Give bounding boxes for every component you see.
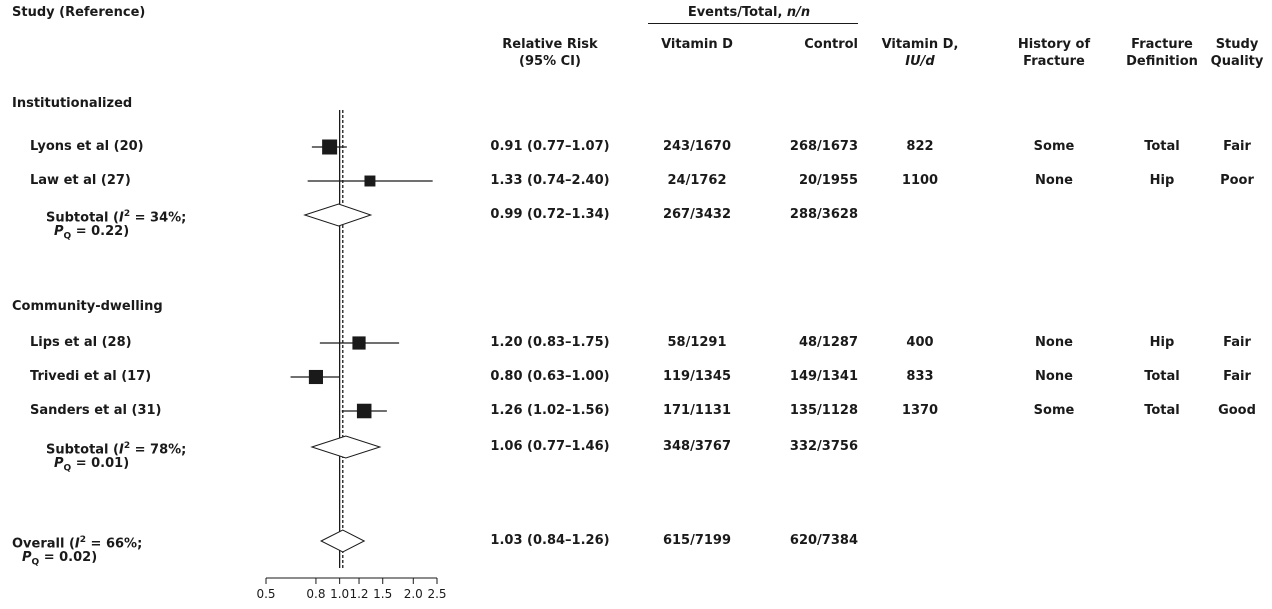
x-tick-label-4: 1.5 — [373, 587, 392, 601]
row-lips-dose: 400 — [906, 335, 934, 350]
row-subtotal-inst-vitd: 267/3432 — [662, 207, 732, 222]
row-subtotal-comm-p: PQ = 0.01) — [54, 456, 130, 474]
row-sanders-vitd: 171/1131 — [662, 403, 732, 418]
row-subtotal-inst-control: 288/3628 — [789, 207, 858, 222]
header-rr-line2: (95% CI) — [519, 54, 581, 69]
header-events-group: Events/Total, n/n — [640, 4, 858, 21]
header-history-line1: History of — [1017, 37, 1091, 52]
point-sanders-et-al-31 — [356, 403, 372, 419]
row-law-study: Law et al (27) — [30, 173, 131, 188]
row-lyons-quality: Fair — [1223, 139, 1251, 154]
section-institutionalized: Institutionalized — [12, 96, 133, 111]
x-tick-label-1: 0.8 — [306, 587, 325, 601]
header-quality: Study Quality — [1206, 36, 1268, 70]
row-trivedi-definition: Total — [1144, 369, 1180, 384]
row-trivedi-rr: 0.80 (0.63–1.00) — [490, 369, 610, 384]
row-law-definition: Hip — [1149, 173, 1175, 188]
row-trivedi-quality: Fair — [1223, 369, 1251, 384]
section-community: Community-dwelling — [12, 299, 163, 314]
row-lyons-definition: Total — [1144, 139, 1180, 154]
point-lips-et-al-28 — [352, 336, 366, 350]
row-lyons-vitd: 243/1670 — [662, 139, 732, 154]
row-sanders-dose: 1370 — [901, 403, 939, 418]
row-subtotal-comm-vitd: 348/3767 — [662, 439, 732, 454]
row-subtotal-inst-study: Subtotal (I2 = 34%; — [46, 209, 187, 226]
point-lyons-et-al-20 — [322, 139, 338, 155]
row-law-history: None — [1035, 173, 1073, 188]
header-events-nn: n/n — [786, 5, 811, 20]
header-definition-line2: Definition — [1126, 54, 1198, 69]
row-sanders-rr: 1.26 (1.02–1.56) — [490, 403, 610, 418]
row-lips-quality: Fair — [1223, 335, 1251, 350]
header-quality-line1: Study — [1215, 37, 1259, 52]
row-lips-control: 48/1287 — [798, 335, 858, 350]
header-rr-line1: Relative Risk — [502, 37, 598, 52]
header-history: History of Fracture — [1004, 36, 1104, 70]
row-lips-definition: Hip — [1149, 335, 1175, 350]
row-lips-history: None — [1035, 335, 1073, 350]
row-overall-control: 620/7384 — [789, 533, 858, 548]
x-tick-label-6: 2.5 — [427, 587, 446, 601]
row-lyons-dose: 822 — [906, 139, 934, 154]
row-subtotal-inst-p: PQ = 0.22) — [54, 224, 130, 242]
row-overall-study: Overall (I2 = 66%; — [12, 535, 143, 552]
header-dose-line1: Vitamin D, — [881, 37, 959, 52]
row-subtotal-comm-rr: 1.06 (0.77–1.46) — [490, 439, 610, 454]
diamond-subtotal-institutionalized — [303, 203, 373, 227]
diamond-subtotal-community-dwelling — [310, 435, 382, 459]
header-definition-line1: Fracture — [1131, 37, 1193, 52]
row-lyons-control: 268/1673 — [789, 139, 858, 154]
row-subtotal-comm-control: 332/3756 — [789, 439, 858, 454]
row-lyons-rr: 0.91 (0.77–1.07) — [490, 139, 610, 154]
header-quality-line2: Quality — [1210, 54, 1264, 69]
x-tick-label-2: 1.0 — [330, 587, 349, 601]
row-sanders-study: Sanders et al (31) — [30, 403, 162, 418]
row-lyons-history: Some — [1033, 139, 1075, 154]
point-trivedi-et-al-17 — [308, 369, 323, 385]
row-law-rr: 1.33 (0.74–2.40) — [490, 173, 610, 188]
row-lyons-study: Lyons et al (20) — [30, 139, 144, 154]
row-sanders-quality: Good — [1218, 403, 1256, 418]
header-vitamin-d: Vitamin D — [661, 37, 733, 52]
point-law-et-al-27 — [364, 175, 376, 187]
row-overall-vitd: 615/7199 — [662, 533, 732, 548]
row-trivedi-history: None — [1035, 369, 1073, 384]
row-trivedi-study: Trivedi et al (17) — [30, 369, 152, 384]
row-sanders-history: Some — [1033, 403, 1075, 418]
row-law-control: 20/1955 — [798, 173, 858, 188]
row-sanders-control: 135/1128 — [789, 403, 858, 418]
row-law-quality: Poor — [1220, 173, 1254, 188]
header-events-label: Events/Total, — [687, 5, 787, 20]
row-subtotal-comm-study: Subtotal (I2 = 78%; — [46, 441, 187, 458]
header-dose: Vitamin D, IU/d — [880, 36, 960, 70]
x-tick-label-5: 2.0 — [404, 587, 423, 601]
row-lips-study: Lips et al (28) — [30, 335, 132, 350]
diamond-overall — [320, 529, 366, 553]
row-sanders-definition: Total — [1144, 403, 1180, 418]
row-trivedi-control: 149/1341 — [789, 369, 858, 384]
row-lips-rr: 1.20 (0.83–1.75) — [490, 335, 610, 350]
row-law-dose: 1100 — [901, 173, 939, 188]
row-lips-vitd: 58/1291 — [667, 335, 727, 350]
row-subtotal-inst-rr: 0.99 (0.72–1.34) — [490, 207, 610, 222]
row-overall-rr: 1.03 (0.84–1.26) — [490, 533, 610, 548]
header-rr: Relative Risk (95% CI) — [470, 36, 630, 70]
header-control: Control — [804, 37, 858, 52]
row-trivedi-dose: 833 — [906, 369, 934, 384]
row-trivedi-vitd: 119/1345 — [662, 369, 732, 384]
header-definition: Fracture Definition — [1118, 36, 1206, 70]
header-study: Study (Reference) — [12, 5, 146, 20]
x-tick-label-3: 1.2 — [349, 587, 368, 601]
header-dose-line2: IU/d — [905, 54, 935, 69]
x-tick-label-0: 0.5 — [256, 587, 275, 601]
row-overall-p: PQ = 0.02) — [22, 550, 98, 568]
header-history-line2: Fracture — [1023, 54, 1085, 69]
header-events-rule — [648, 23, 858, 24]
row-law-vitd: 24/1762 — [667, 173, 727, 188]
